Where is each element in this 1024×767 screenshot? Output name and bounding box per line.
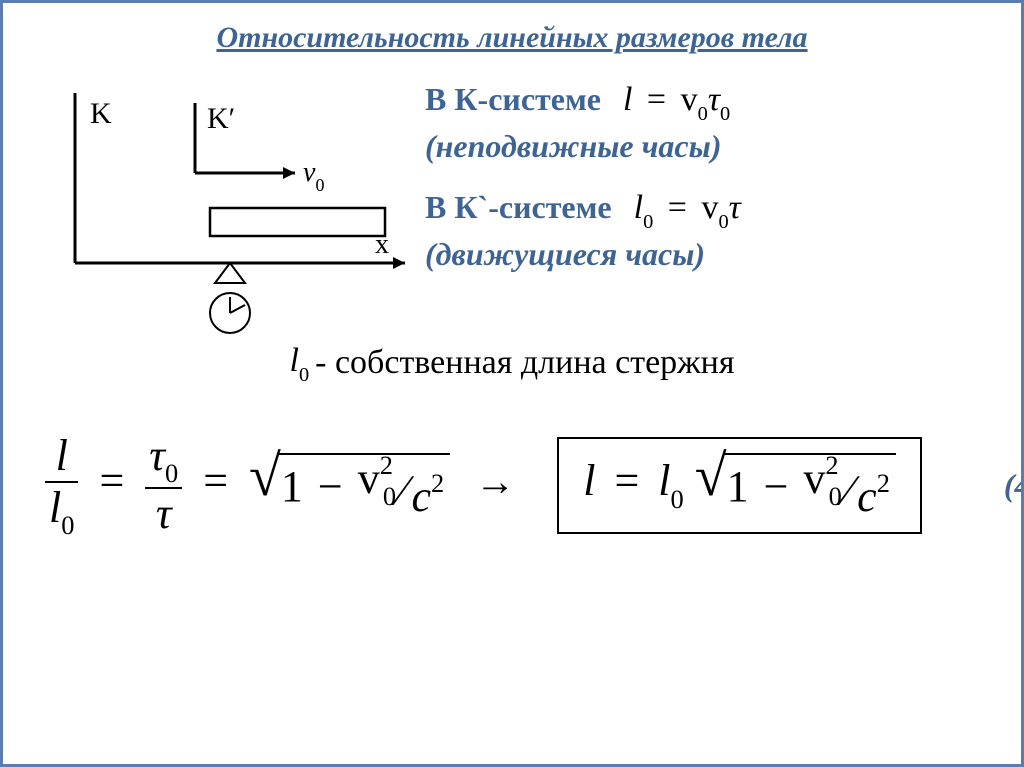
l0-symbol: l0 (289, 342, 309, 385)
result-formula: l = l0 √ 1 − v20 ∕ c2 (583, 456, 896, 505)
label-x: x (375, 229, 389, 260)
derivation-expression: l l0 = τ0 τ = √ 1 − v20 ∕ c2 (45, 433, 515, 538)
k-system-formula: l = v0τ0 (623, 81, 730, 124)
f-vsub: 0 (698, 103, 708, 125)
f2-lsub: 0 (643, 211, 653, 233)
sqrt-left: √ 1 − v20 ∕ c2 (249, 453, 450, 518)
kprime-system-label: В К`-системе (425, 189, 612, 226)
kprime-system-formula: l0 = v0τ (634, 189, 741, 232)
frac-l-over-l0: l l0 (45, 433, 78, 538)
diagram-svg: K x K′ v0 (35, 73, 415, 338)
frac-tau0-over-tau: τ0 τ (145, 433, 182, 538)
equations-column: В К-системе l = v0τ0 (неподвижные часы) … (425, 73, 989, 283)
label-v0: v0 (303, 157, 324, 195)
arrow-icon: → (475, 459, 515, 504)
f-eq: = (647, 81, 666, 118)
sqrt-right: √ 1 − v20 ∕ c2 (695, 453, 896, 518)
kprime-system-row: В К`-системе l0 = v0τ (425, 189, 989, 232)
f2-eq: = (668, 189, 687, 226)
deriv-eq1: = (99, 456, 124, 505)
f2-l: l (634, 189, 643, 226)
upper-section: K x K′ v0 В К-системе (35, 73, 989, 338)
f2-tau: τ (729, 189, 741, 226)
l0-text: - собственная длина стержня (315, 344, 734, 382)
label-K: K (90, 97, 112, 130)
f2-v: v (701, 189, 718, 226)
k-system-label: В К-системе (425, 81, 601, 118)
f-l: l (623, 81, 632, 118)
label-K-prime: K′ (207, 102, 235, 135)
equation-number: (4) (1004, 467, 1024, 504)
deriv-eq2: = (203, 456, 228, 505)
f2-vsub: 0 (718, 211, 728, 233)
l0-definition-row: l0 - собственная длина стержня (35, 342, 989, 385)
slide-title: Относительность линейных размеров тела (35, 21, 989, 55)
reference-frames-diagram: K x K′ v0 (35, 73, 415, 338)
k-system-note: (неподвижные часы) (425, 128, 989, 165)
kprime-system-note: (движущиеся часы) (425, 236, 989, 273)
f-v: v (681, 81, 698, 118)
k-system-row: В К-системе l = v0τ0 (425, 81, 989, 124)
f-tsub: 0 (720, 103, 730, 125)
slide-frame: Относительность линейных размеров тела K… (0, 0, 1024, 767)
result-box: l = l0 √ 1 − v20 ∕ c2 (557, 437, 922, 534)
f-tau: τ (708, 81, 720, 118)
bottom-equation-row: l l0 = τ0 τ = √ 1 − v20 ∕ c2 (35, 433, 989, 538)
